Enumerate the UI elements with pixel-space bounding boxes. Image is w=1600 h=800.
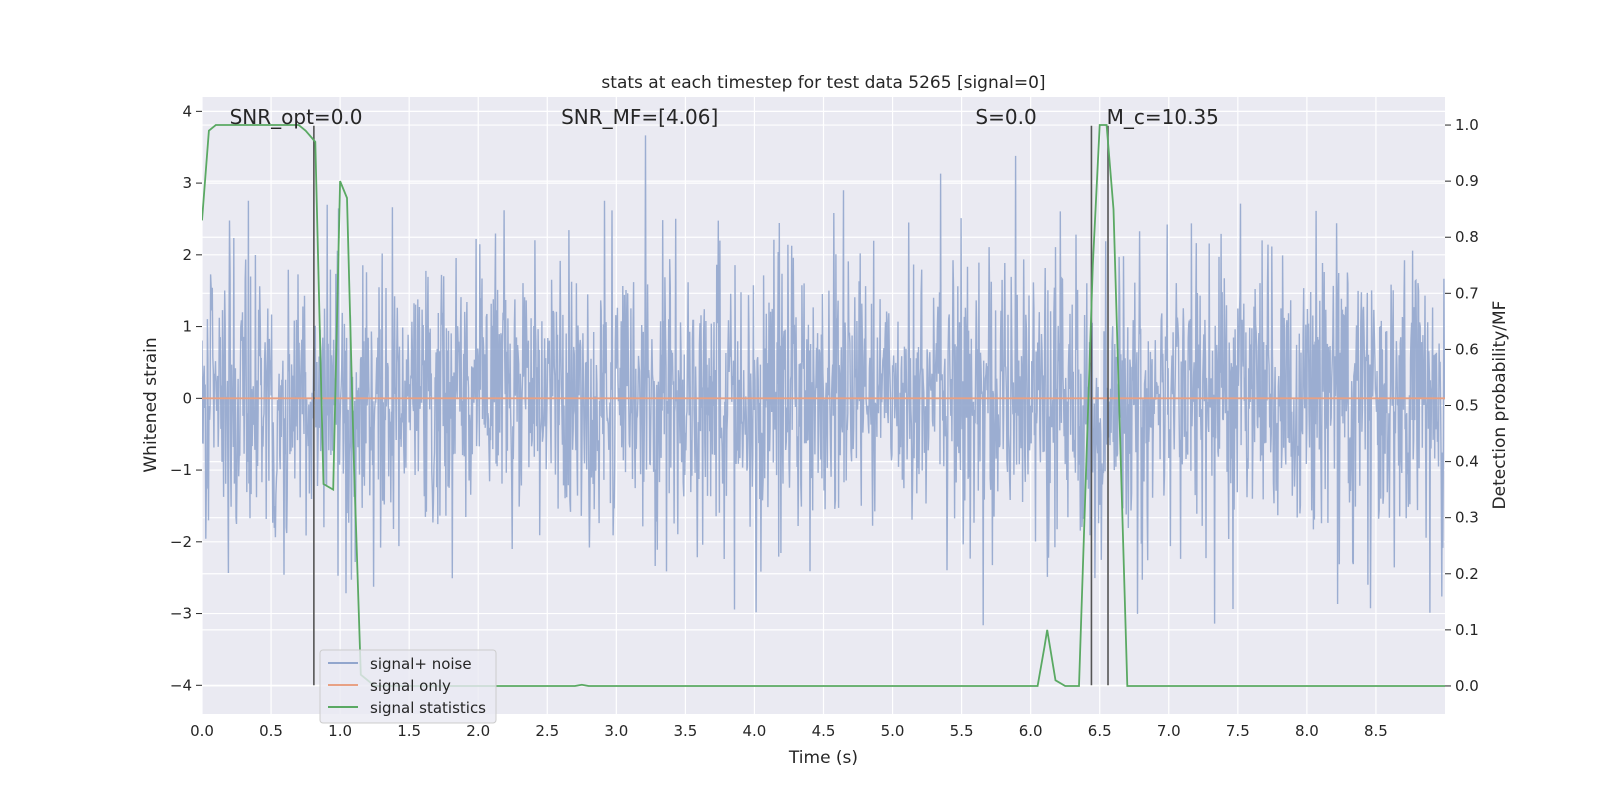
y2-tick-label: 1.0 — [1455, 116, 1479, 134]
annotation: SNR_MF=[4.06] — [561, 105, 718, 129]
legend-label-signal-only: signal only — [370, 677, 451, 695]
y2-tick-label: 0.9 — [1455, 172, 1479, 190]
x-tick-label: 3.5 — [673, 722, 697, 740]
y-tick-label: −4 — [170, 676, 192, 694]
x-tick-label: 0.5 — [259, 722, 283, 740]
y2-tick-label: 0.1 — [1455, 621, 1479, 639]
y2-tick-label: 0.4 — [1455, 453, 1479, 471]
y2-tick-label: 0.7 — [1455, 284, 1479, 302]
y2-tick-label: 0.0 — [1455, 677, 1479, 695]
x-tick-label: 4.0 — [743, 722, 767, 740]
y2-tick-label: 0.3 — [1455, 509, 1479, 527]
x-tick-label: 7.0 — [1157, 722, 1181, 740]
y2-tick-label: 0.2 — [1455, 565, 1479, 583]
x-tick-label: 2.0 — [466, 722, 490, 740]
y2-tick-label: 0.5 — [1455, 397, 1479, 415]
annotation: M_c=10.35 — [1107, 105, 1219, 129]
x-axis-label: Time (s) — [788, 748, 858, 768]
legend-label-signal-statistics: signal statistics — [370, 699, 486, 717]
x-tick-label: 6.5 — [1088, 722, 1112, 740]
y-tick-label: 3 — [182, 174, 192, 192]
y-tick-label: −3 — [170, 605, 192, 623]
series-signal-statistics — [202, 124, 1445, 687]
x-tick-label: 1.5 — [397, 722, 421, 740]
y-tick-label: −1 — [170, 461, 192, 479]
legend-box — [319, 649, 497, 724]
y2-tick-label: 0.6 — [1455, 340, 1479, 358]
x-tick-label: 1.0 — [328, 722, 352, 740]
x-tick-label: 8.0 — [1295, 722, 1319, 740]
x-tick-label: 5.0 — [881, 722, 905, 740]
x-tick-label: 2.5 — [535, 722, 559, 740]
y2-tick-label: 0.8 — [1455, 228, 1479, 246]
y-tick-label: 0 — [182, 389, 192, 407]
x-tick-label: 0.0 — [190, 722, 214, 740]
y2-axis-label: Detection probability/MF — [1490, 301, 1510, 510]
legend: signal+ noise signal only signal statist… — [319, 649, 497, 724]
legend-label-signal-noise: signal+ noise — [370, 655, 472, 673]
chart-title: stats at each timestep for test data 526… — [601, 73, 1045, 93]
x-tick-label: 4.5 — [812, 722, 836, 740]
annotation: SNR_opt=0.0 — [230, 105, 363, 129]
series-signal-noise — [202, 135, 1445, 626]
y-tick-label: 4 — [182, 102, 192, 120]
y-axis-label: Whitened strain — [141, 337, 161, 472]
y-tick-label: −2 — [170, 533, 192, 551]
x-tick-label: 8.5 — [1364, 722, 1388, 740]
x-tick-label: 3.0 — [604, 722, 628, 740]
y-tick-label: 1 — [182, 318, 192, 336]
annotation: S=0.0 — [975, 105, 1036, 129]
x-tick-label: 7.5 — [1226, 722, 1250, 740]
y-tick-label: 2 — [182, 246, 192, 264]
x-tick-label: 5.5 — [950, 722, 974, 740]
x-tick-label: 6.0 — [1019, 722, 1043, 740]
